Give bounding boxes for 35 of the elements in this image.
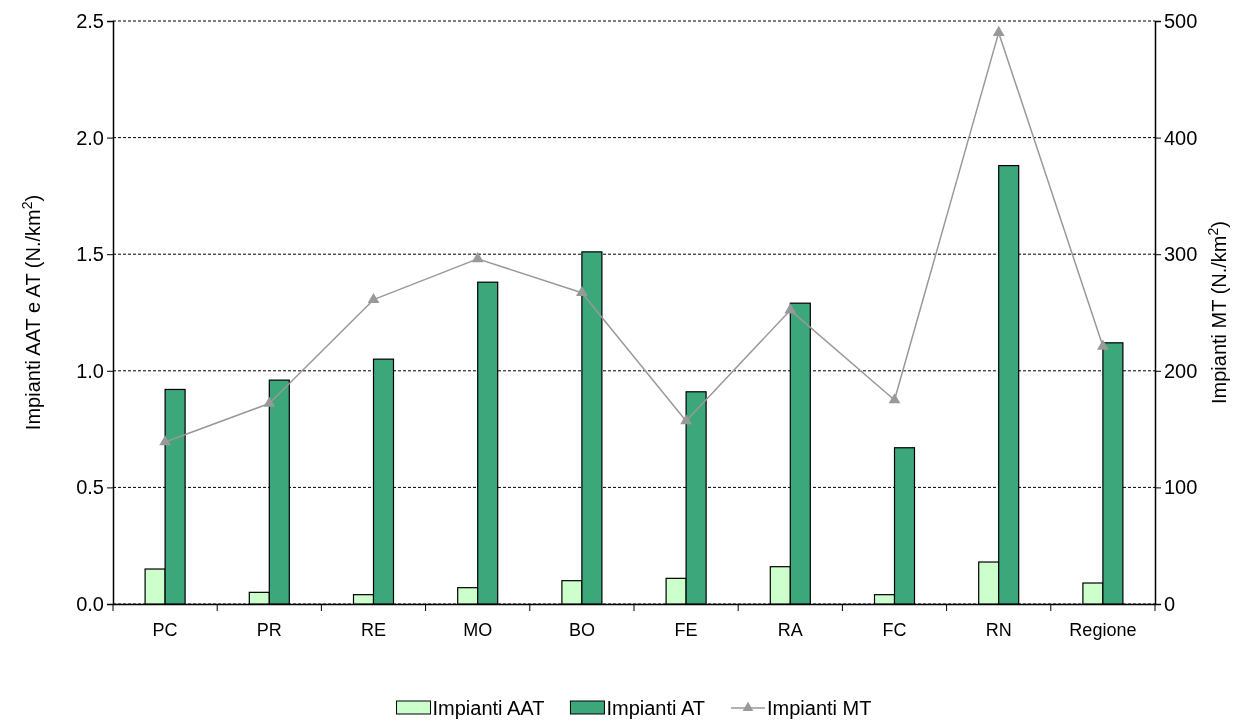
y-tick-label: 1.0 xyxy=(76,359,104,382)
legend-label: Impianti AT xyxy=(606,697,705,719)
point xyxy=(367,292,380,304)
x-tick-label: RN xyxy=(985,619,1012,640)
y2-tick-label: 0 xyxy=(1164,592,1176,615)
point xyxy=(784,303,797,314)
x-tick-label: PR xyxy=(256,619,282,640)
point xyxy=(992,25,1005,37)
y-tick-label: 2.0 xyxy=(76,126,104,149)
x-tick-label: MO xyxy=(463,619,493,640)
x-tick-label: FE xyxy=(674,619,698,640)
x-tick-label: RE xyxy=(360,619,387,640)
legend-label: Impianti MT xyxy=(767,697,872,719)
point xyxy=(471,252,484,263)
point xyxy=(1097,339,1109,350)
y2-tick-label: 400 xyxy=(1164,126,1198,149)
x-tick-label: PC xyxy=(152,619,178,640)
x-tick-label: Regione xyxy=(1069,619,1137,640)
y2-tick-label: 500 xyxy=(1164,9,1198,32)
legend-label: Impianti AAT xyxy=(432,697,545,719)
point xyxy=(888,393,901,404)
point xyxy=(680,414,692,425)
x-tick-label: FC xyxy=(882,619,907,640)
y-tick-label: 0.0 xyxy=(76,592,104,615)
y2-tick-label: 200 xyxy=(1164,359,1198,382)
point xyxy=(576,285,588,297)
point xyxy=(159,435,171,446)
y2-tick-label: 100 xyxy=(1164,476,1198,499)
y-tick-label: 0.5 xyxy=(76,476,104,499)
x-tick-label: RA xyxy=(777,619,803,640)
x-tick-label: BO xyxy=(568,619,595,640)
y-tick-label: 1.5 xyxy=(76,243,104,266)
point xyxy=(263,396,276,407)
y2-tick-label: 300 xyxy=(1164,243,1198,266)
y-tick-label: 2.5 xyxy=(76,9,104,32)
